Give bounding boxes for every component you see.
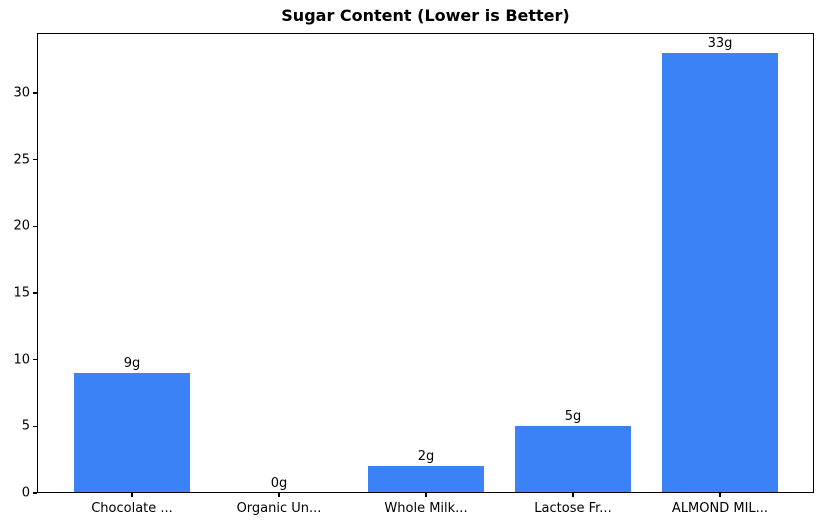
y-tick-label: 5: [21, 418, 30, 434]
bar-value-label-0: 9g: [123, 356, 141, 371]
x-tick-mark: [719, 493, 721, 497]
y-tick-label: 30: [13, 85, 30, 101]
y-tick-label: 10: [13, 352, 30, 368]
y-tick-mark: [33, 492, 37, 494]
y-tick-mark: [33, 292, 37, 294]
x-tick-mark: [131, 493, 133, 497]
y-tick-mark: [33, 425, 37, 428]
x-tick-mark: [425, 493, 427, 497]
bar-value-label-1: 0g: [270, 476, 288, 491]
bar-value-label-3: 5g: [564, 409, 582, 425]
bar-3: [515, 426, 631, 493]
x-tick-label-3: Lactose Fr...: [534, 501, 612, 516]
y-tick-label: 25: [13, 152, 30, 168]
x-tick-mark: [278, 493, 280, 497]
x-tick-label-2: Whole Milk...: [384, 501, 468, 516]
x-tick-mark: [572, 493, 574, 497]
y-tick-mark: [33, 92, 37, 94]
bar-0: [74, 373, 190, 493]
y-tick-mark: [33, 158, 37, 161]
x-tick-label-1: Organic Un...: [236, 501, 322, 516]
bar-value-label-4: 33g: [707, 36, 733, 51]
y-tick-label: 0: [21, 485, 30, 501]
x-tick-label-4: ALMOND MIL...: [671, 501, 769, 516]
y-tick-mark: [33, 225, 37, 228]
bar-4: [662, 53, 778, 493]
bar-2: [368, 466, 484, 493]
chart-title: Sugar Content (Lower is Better): [281, 6, 570, 25]
x-tick-label-0: Chocolate ...: [91, 501, 173, 516]
y-tick-mark: [33, 358, 37, 361]
bar-value-label-2: 2g: [417, 449, 435, 465]
y-tick-label: 20: [13, 218, 30, 234]
y-tick-label: 15: [13, 285, 30, 301]
